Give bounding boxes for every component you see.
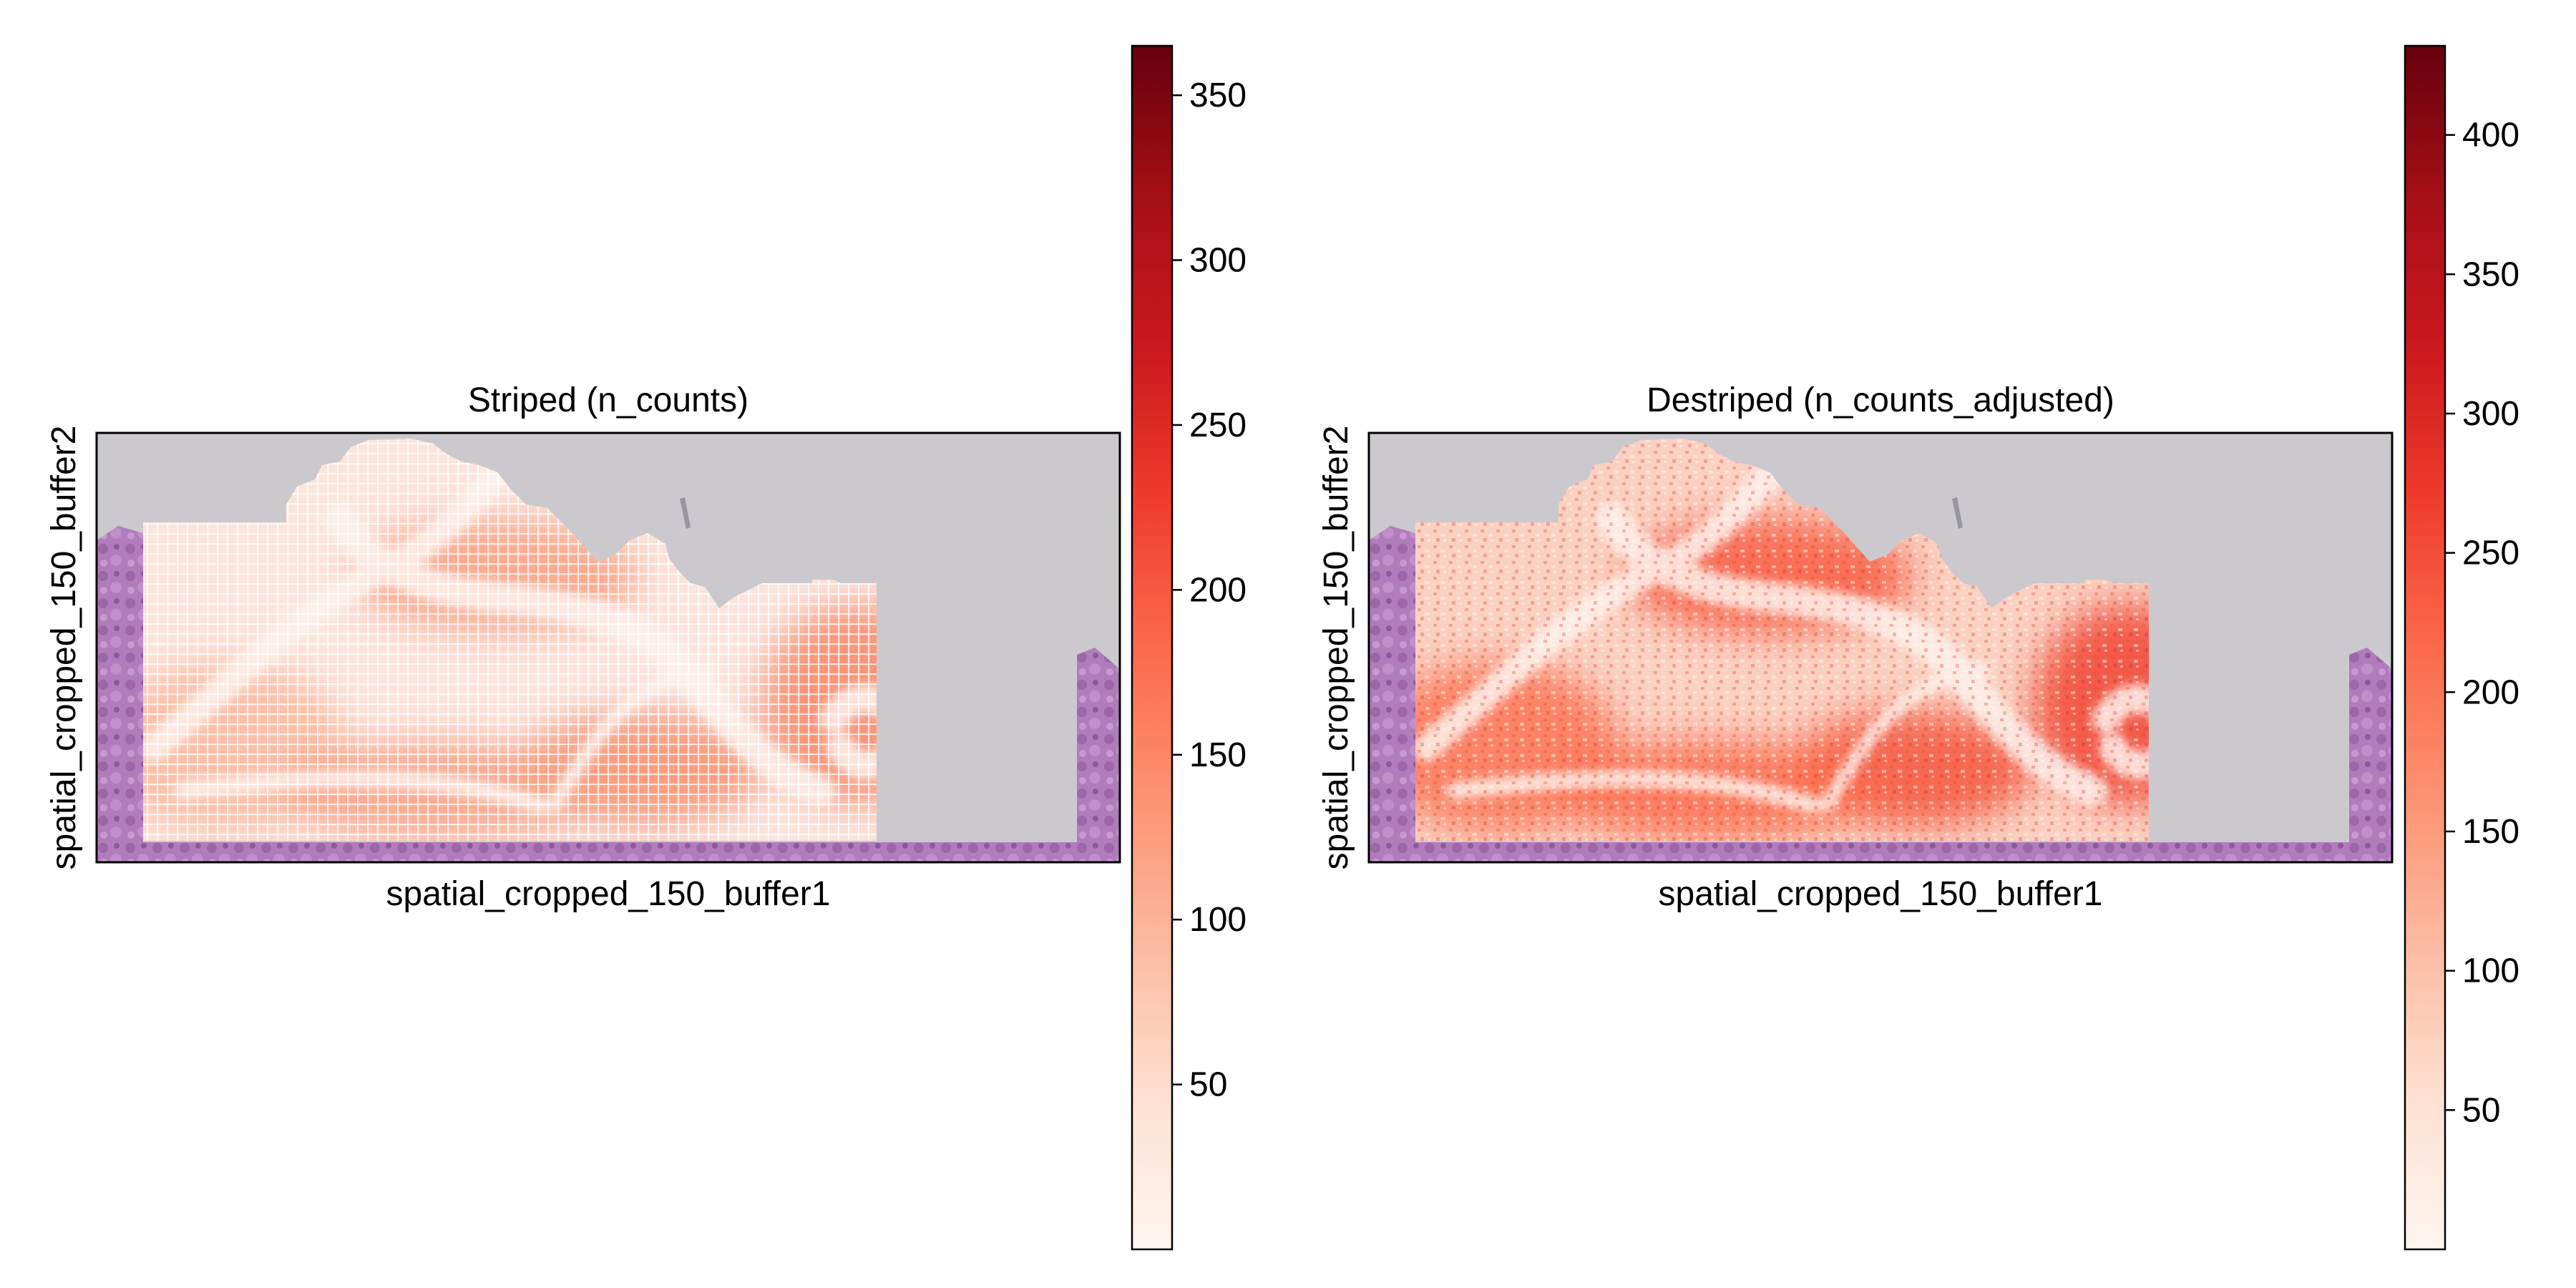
colorbar-tick-label: 400 [2462, 117, 2519, 155]
tissue-right [2349, 648, 2392, 862]
image-marker [680, 497, 691, 529]
colorbar-tick-label: 250 [1189, 406, 1246, 444]
x-axis-label: spatial_cropped_150_buffer1 [1659, 875, 2103, 913]
colorbar-tick-label: 50 [1189, 1066, 1227, 1104]
tissue-left [1369, 526, 1415, 862]
colorbar: 50 100 150 200 250 300 350 [1131, 44, 1246, 1251]
colorbar-tick-label: 300 [1189, 242, 1246, 280]
colorbar-gradient [2404, 44, 2446, 1251]
colorbar-tick-label: 100 [2462, 952, 2519, 990]
tissue-bottom [1369, 842, 2392, 862]
colorbar-tick-label: 50 [2462, 1091, 2500, 1129]
colorbar-tick-label: 350 [1189, 77, 1246, 114]
x-axis-label: spatial_cropped_150_buffer1 [386, 875, 831, 913]
y-axis-label: spatial_cropped_150_buffer2 [1317, 426, 1355, 870]
image-marker [1952, 497, 1963, 529]
axes-frame [1367, 431, 2394, 864]
y-axis-label: spatial_cropped_150_buffer2 [45, 426, 83, 870]
colorbar-tick-label: 300 [2462, 395, 2519, 433]
chart-title: Striped (n_counts) [468, 381, 748, 419]
tissue-bottom [97, 842, 1120, 862]
colorbar-tick-label: 200 [1189, 571, 1246, 609]
tissue-right [1077, 648, 1120, 862]
colorbar-gradient [1131, 44, 1174, 1251]
axes-frame [95, 431, 1121, 864]
colorbar-tick-label: 150 [2462, 813, 2519, 851]
tissue-left [97, 526, 143, 862]
colorbar-tick-label: 350 [2462, 255, 2519, 293]
colorbar-tick-label: 100 [1189, 901, 1246, 939]
chart-title: Destriped (n_counts_adjusted) [1646, 381, 2114, 419]
destriped-panel: Destriped (n_counts_adjusted) spatial_cr… [1317, 44, 2519, 1251]
colorbar-tick-label: 200 [2462, 673, 2519, 711]
colorbar: 50 100 150 200 250 300 350 400 [2404, 44, 2519, 1251]
colorbar-tick-label: 250 [2462, 535, 2519, 572]
colorbar-tick-label: 150 [1189, 736, 1246, 774]
striped-panel: Striped (n_counts) spatial_cropped_150_b… [45, 44, 1246, 1251]
